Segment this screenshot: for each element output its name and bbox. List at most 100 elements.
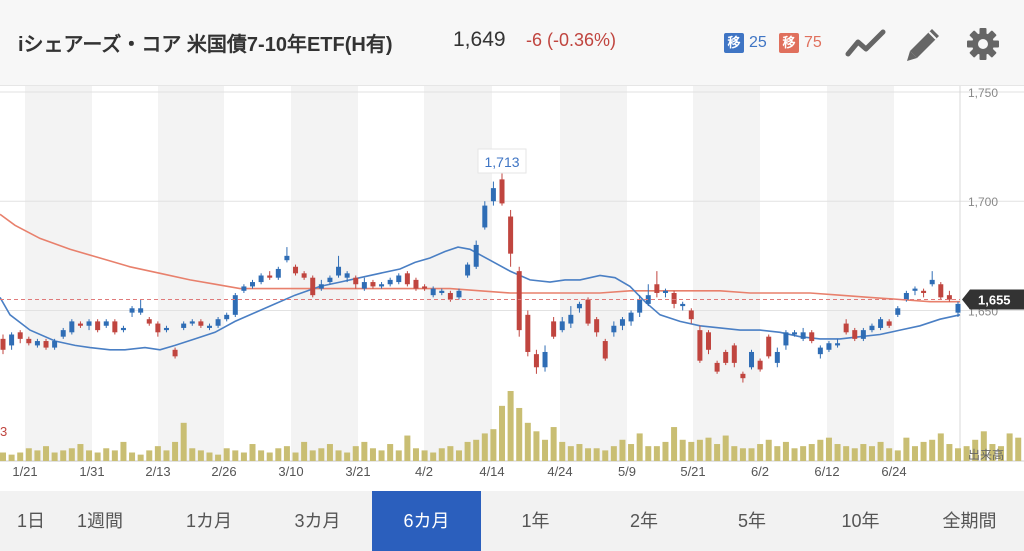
volume-bar: [542, 439, 549, 461]
x-tick-label: 2/26: [211, 464, 236, 479]
candle: [843, 323, 849, 333]
candle: [138, 308, 144, 313]
volume-bar: [946, 444, 953, 461]
candle: [241, 286, 247, 291]
volume-bar: [628, 444, 635, 461]
volume-bar: [963, 446, 970, 461]
candle: [327, 277, 333, 283]
tab-4[interactable]: 6カ月: [372, 491, 481, 551]
ma75-badge[interactable]: 移: [779, 33, 799, 53]
tab-2[interactable]: 1カ月: [185, 511, 232, 531]
volume-bar: [292, 452, 299, 461]
volume-bar: [998, 446, 1005, 461]
candle: [129, 308, 135, 313]
ma25-badge[interactable]: 移: [724, 33, 744, 53]
current-price-label: 1,655: [978, 293, 1011, 308]
candle: [671, 292, 677, 304]
candle: [232, 295, 238, 315]
volume-bar: [550, 427, 557, 461]
candle: [353, 277, 359, 285]
volume-bar: [834, 444, 841, 461]
candle: [344, 273, 350, 278]
volume-bar: [473, 439, 480, 461]
tab-8[interactable]: 10年: [841, 511, 880, 531]
volume-bar: [817, 439, 824, 461]
candle: [576, 303, 582, 309]
volume-bar: [972, 439, 979, 461]
volume-bar: [980, 431, 987, 461]
volume-bar: [206, 452, 213, 461]
grid-band: [827, 86, 894, 462]
candle: [903, 292, 909, 300]
volume-bar: [60, 450, 67, 461]
line-chart-icon[interactable]: [845, 24, 887, 64]
volume-bar: [94, 452, 101, 461]
tab-7[interactable]: 5年: [737, 511, 766, 531]
candle: [155, 323, 161, 333]
grid-band: [25, 86, 92, 462]
ma75-value: 75: [804, 34, 822, 51]
candle: [17, 332, 23, 339]
gear-icon[interactable]: [962, 24, 1004, 64]
volume-bar: [249, 444, 256, 461]
candle: [551, 321, 557, 337]
candle: [628, 312, 634, 322]
volume-bar: [524, 422, 531, 461]
header: iシェアーズ・コア 米国債7-10年ETF(H有) 1,649 -6 (-0.3…: [0, 0, 1024, 86]
grid-band: [158, 86, 224, 462]
volume-bar: [782, 441, 789, 461]
volume-bar: [722, 435, 729, 461]
volume-bar: [197, 450, 204, 461]
x-tick-label: 4/2: [415, 464, 433, 479]
volume-bar: [283, 446, 290, 461]
candle: [774, 351, 780, 363]
candle: [482, 205, 488, 228]
volume-bar: [275, 448, 282, 461]
candle: [662, 290, 668, 293]
candle: [284, 255, 290, 261]
volume-bar: [696, 439, 703, 461]
candle: [757, 360, 763, 370]
volume-bar: [619, 439, 626, 461]
tab-6[interactable]: 2年: [629, 511, 658, 531]
y-tick-label: 1,750: [968, 86, 998, 100]
candle: [542, 351, 548, 368]
x-tick-label: 6/2: [751, 464, 769, 479]
pencil-icon[interactable]: [903, 24, 945, 64]
volume-bar: [567, 446, 574, 461]
volume-bar: [705, 437, 712, 461]
candle: [86, 321, 92, 326]
candle: [103, 321, 109, 326]
candle: [34, 341, 40, 346]
tab-1[interactable]: 1週間: [76, 511, 123, 531]
volume-bar: [378, 450, 385, 461]
volume-bar: [326, 444, 333, 461]
x-tick-label: 4/24: [547, 464, 572, 479]
volume-bar: [989, 444, 996, 461]
candle: [163, 327, 169, 331]
candle: [705, 332, 711, 350]
volume-bar: [163, 450, 170, 461]
candle: [112, 321, 118, 333]
tab-3[interactable]: 3カ月: [294, 511, 341, 531]
candle: [250, 282, 256, 287]
tab-5[interactable]: 1年: [521, 511, 550, 531]
candle: [198, 321, 204, 326]
candle: [792, 332, 798, 335]
candle: [929, 279, 935, 285]
tab-0[interactable]: 1日: [16, 511, 45, 531]
candle: [301, 273, 307, 278]
volume-bar: [464, 441, 471, 461]
volume-bar: [868, 446, 875, 461]
candle: [146, 319, 152, 324]
candle: [680, 303, 686, 307]
tab-9[interactable]: 全期間: [942, 511, 997, 531]
volume-bar: [860, 444, 867, 461]
candle: [275, 268, 281, 278]
candle: [714, 362, 720, 372]
candle: [396, 275, 402, 283]
candle: [697, 330, 703, 361]
candle: [52, 341, 58, 348]
volume-bar: [430, 452, 437, 461]
